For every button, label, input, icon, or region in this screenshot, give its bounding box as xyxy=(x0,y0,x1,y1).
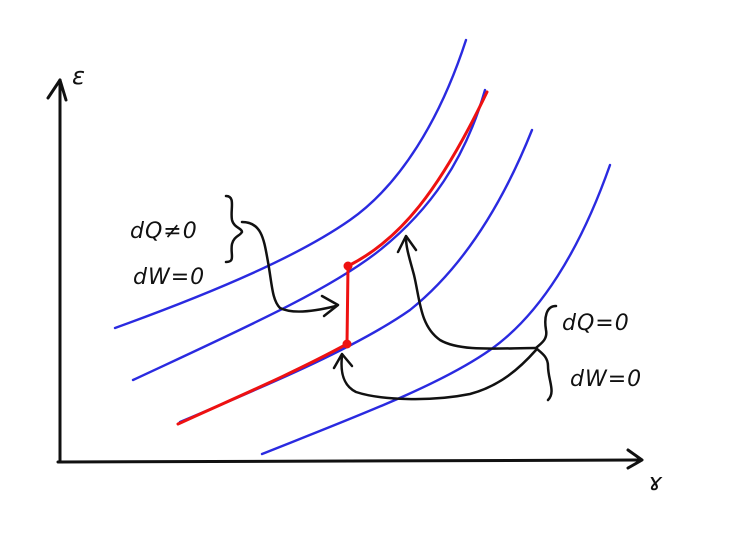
x-axis-label: ɤ xyxy=(648,468,663,496)
red-point-lower xyxy=(342,339,352,349)
right-annotation-connector-lower xyxy=(340,348,538,401)
right-annotation-connector-upper xyxy=(404,236,538,350)
left-annotation-connector xyxy=(240,220,338,313)
left-annotation-line1: dQ≠0 xyxy=(130,219,198,244)
y-axis-arrowhead xyxy=(46,78,68,102)
left-annotation-line2: dW=0 xyxy=(133,265,205,290)
left-annotation-arrowhead xyxy=(320,294,340,318)
blue-curve-2 xyxy=(131,88,487,382)
blue-curve-1 xyxy=(113,38,468,330)
right-annotation-line1: dQ=0 xyxy=(562,311,630,336)
red-path-upper-segment xyxy=(346,90,489,268)
blue-curves xyxy=(113,38,612,456)
left-annotation-brace xyxy=(224,194,244,264)
blue-curve-4 xyxy=(260,163,612,456)
right-annotation-arrowhead-lower xyxy=(332,352,354,370)
x-axis xyxy=(56,458,642,464)
blue-curve-3 xyxy=(178,128,534,424)
right-annotation-brace xyxy=(534,304,558,402)
red-point-upper xyxy=(343,261,353,271)
axes xyxy=(46,78,644,470)
right-annotation-line2: dW=0 xyxy=(570,367,642,392)
red-path-lower-segment xyxy=(176,342,349,426)
red-path xyxy=(176,90,489,426)
red-path-vertical-segment xyxy=(345,264,350,346)
right-annotation-arrowhead-upper xyxy=(396,234,418,254)
y-axis-label: ε xyxy=(72,62,85,90)
left-annotation: dQ≠0 dW=0 xyxy=(130,194,340,318)
x-axis-arrowhead xyxy=(626,448,644,470)
right-annotation: dQ=0 dW=0 xyxy=(332,234,642,402)
